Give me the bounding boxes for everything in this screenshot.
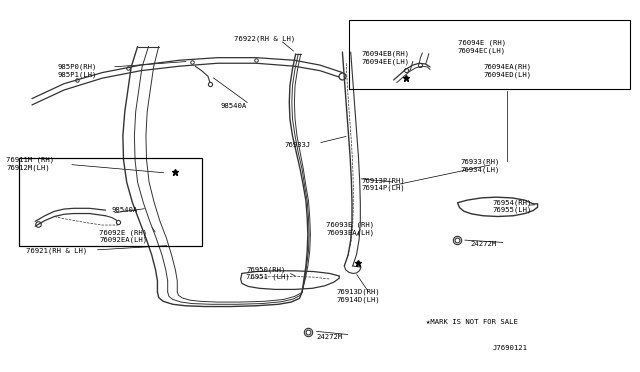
Text: 76921(RH & LH): 76921(RH & LH) bbox=[26, 248, 87, 254]
Text: 76911M (RH)
76912M(LH): 76911M (RH) 76912M(LH) bbox=[6, 157, 54, 171]
Text: 985P0(RH)
985P1(LH): 985P0(RH) 985P1(LH) bbox=[58, 64, 97, 78]
Text: 76913P(RH)
76914P(LH): 76913P(RH) 76914P(LH) bbox=[362, 177, 405, 191]
Text: J7690121: J7690121 bbox=[493, 345, 528, 351]
Text: 98540A: 98540A bbox=[221, 103, 247, 109]
Text: 76094E (RH)
76094EC(LH): 76094E (RH) 76094EC(LH) bbox=[458, 39, 506, 54]
Bar bbox=[19, 158, 202, 246]
Text: 76933J: 76933J bbox=[285, 142, 311, 148]
Text: 76950(RH)
76951 (LH): 76950(RH) 76951 (LH) bbox=[246, 266, 290, 280]
Text: 24272M: 24272M bbox=[317, 334, 343, 340]
Text: 76922(RH & LH): 76922(RH & LH) bbox=[234, 36, 295, 42]
Text: 76913D(RH)
76914D(LH): 76913D(RH) 76914D(LH) bbox=[336, 289, 380, 303]
Bar bbox=[19, 158, 202, 246]
Text: 76933(RH)
76934(LH): 76933(RH) 76934(LH) bbox=[461, 158, 500, 173]
Text: 76094EB(RH)
76094EE(LH): 76094EB(RH) 76094EE(LH) bbox=[362, 51, 410, 65]
Text: 76954(RH)
76955(LH): 76954(RH) 76955(LH) bbox=[493, 199, 532, 214]
Text: 24272M: 24272M bbox=[470, 241, 497, 247]
Text: 76093E (RH)
76093EA(LH): 76093E (RH) 76093EA(LH) bbox=[326, 222, 374, 236]
Text: 98540A: 98540A bbox=[112, 207, 138, 213]
Text: 76094EA(RH)
76094ED(LH): 76094EA(RH) 76094ED(LH) bbox=[483, 64, 531, 78]
Bar bbox=[349, 20, 630, 89]
Text: ★MARK IS NOT FOR SALE: ★MARK IS NOT FOR SALE bbox=[426, 319, 518, 325]
Text: 76092E (RH)
76092EA(LH): 76092E (RH) 76092EA(LH) bbox=[99, 229, 147, 243]
